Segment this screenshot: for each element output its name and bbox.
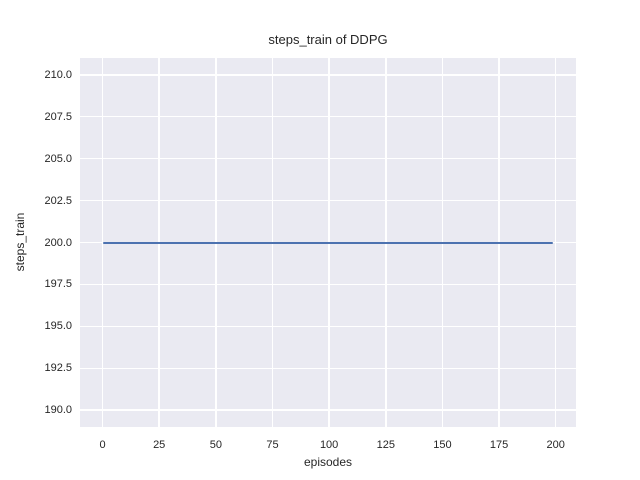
y-tick-label: 210.0 xyxy=(44,68,72,81)
series-line-steps_train xyxy=(102,241,554,244)
h-gridline xyxy=(80,157,576,160)
x-tick-label: 200 xyxy=(546,439,565,451)
y-tick-label: 200.0 xyxy=(44,236,72,249)
h-gridline xyxy=(80,283,576,286)
h-gridline xyxy=(80,409,576,411)
y-tick-label: 192.5 xyxy=(44,362,72,375)
x-tick-label: 125 xyxy=(376,439,395,451)
x-axis-label: episodes xyxy=(303,455,353,469)
y-tick-label: 205.0 xyxy=(44,152,72,165)
y-tick-label: 202.5 xyxy=(44,194,72,207)
plot-area xyxy=(80,58,576,427)
y-tick-label: 197.5 xyxy=(44,278,72,291)
y-tick-label: 190.0 xyxy=(44,404,72,417)
v-gridline xyxy=(554,58,557,427)
x-tick-label: 75 xyxy=(266,439,279,451)
x-tick-label: 150 xyxy=(433,439,452,451)
y-axis-label: steps_train xyxy=(13,212,27,272)
x-tick-label: 25 xyxy=(153,439,166,451)
h-gridline xyxy=(80,74,576,76)
x-tick-label: 100 xyxy=(319,439,339,451)
h-gridline xyxy=(80,199,576,202)
h-gridline xyxy=(80,325,576,328)
y-tick-label: 207.5 xyxy=(44,110,72,123)
x-tick-label: 175 xyxy=(489,439,509,451)
x-tick-label: 50 xyxy=(209,439,222,451)
h-gridline xyxy=(80,367,576,370)
chart-title: steps_train of DDPG xyxy=(268,32,388,47)
h-gridline xyxy=(80,115,576,118)
x-tick-label: 0 xyxy=(99,439,106,451)
y-tick-label: 195.0 xyxy=(44,320,72,333)
